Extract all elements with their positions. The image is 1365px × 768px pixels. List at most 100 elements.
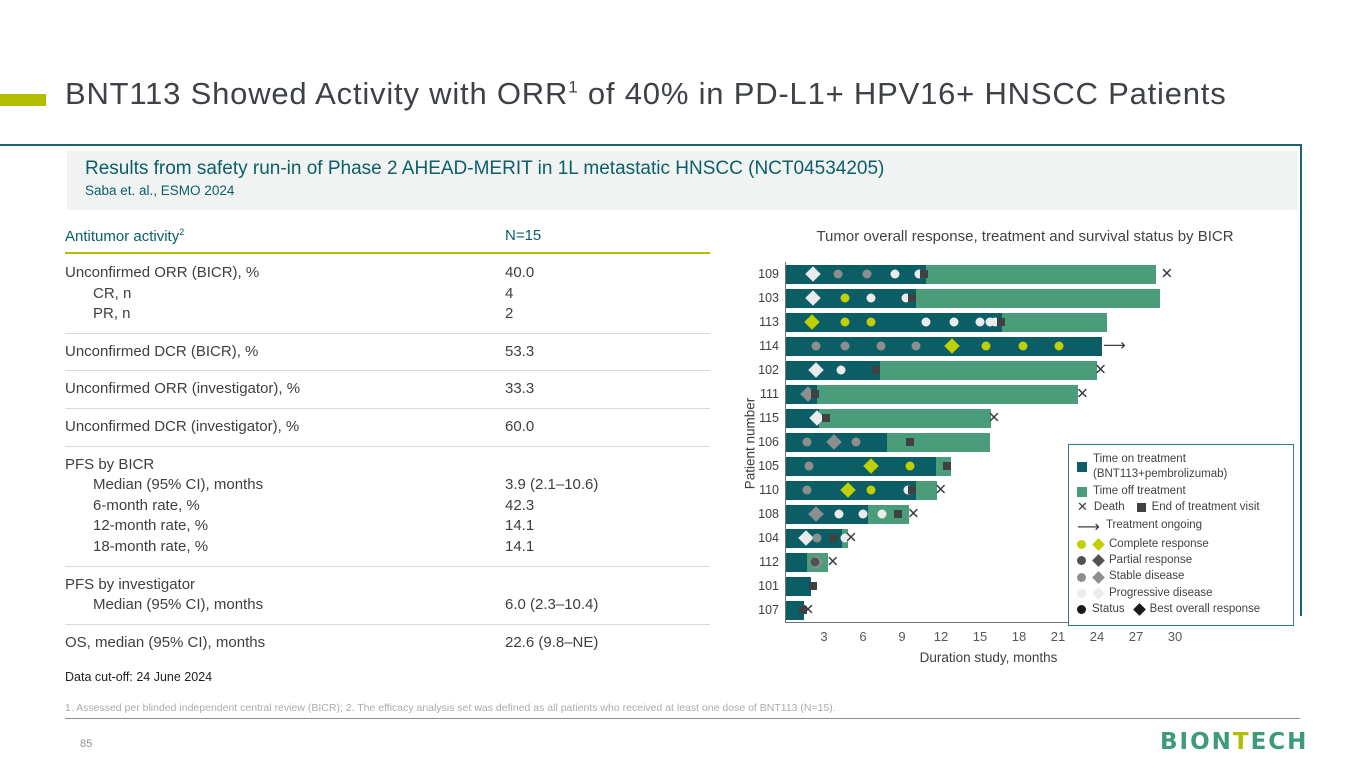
partial-response-circle-icon [1077,556,1086,566]
row-value: 40.0 [505,264,535,281]
status-marker [833,269,843,279]
eot-visit-marker [822,414,831,422]
eot-visit-marker [828,534,837,542]
time-on-treatment-bar [786,336,1102,356]
legend-label: (BNT113+pembrolizumab) [1093,468,1228,481]
chart-plot-area: 109 ✕ 103 113 114 ⟶ 102 ✕ 111 ✕ 115 ✕ 106 105 110 ✕ 108 ✕… [735,262,1301,622]
logo-text-right: ECH [1250,729,1309,755]
time-off-treatment-bar [926,264,1157,284]
title-superscript: 1 [568,77,579,97]
x-tick-label: 18 [1011,629,1027,644]
patient-number-label: 109 [758,267,779,281]
footnote: 1. Assessed per blinded independent cent… [65,702,836,714]
legend-label: End of treatment visit [1151,501,1260,514]
time-off-treatment-bar [1001,312,1108,332]
patient-number-label: 105 [758,459,779,473]
patient-number-label: 110 [759,483,779,497]
time-off-treatment-bar [887,432,991,452]
patient-row: 115 ✕ [735,406,1301,430]
title-accent-dash [0,94,46,106]
table-row: PFS by BICR [65,445,710,476]
stable-disease-diamond-icon [1092,570,1105,584]
row-value: 14.1 [505,537,535,555]
table-row: Unconfirmed DCR (BICR), % 53.3 [65,332,710,363]
table-row: 6-month rate, % 42.3 [65,496,710,517]
eot-visit-marker [919,270,928,278]
time-on-treatment-bar [786,504,868,524]
swimmer-track: ✕ [785,598,1256,622]
row-label: Median (95% CI), months [93,476,264,494]
status-marker [981,341,991,351]
chart-x-axis-label: Duration study, months [919,650,1058,665]
patient-row: 114 ⟶ [735,334,1301,358]
row-value [505,455,710,476]
patient-number-label: 112 [759,555,779,569]
row-value: 4 [505,284,514,302]
title-text-2: of 40% in PD-L1+ HPV16+ HNSCC Patients [578,76,1227,111]
legend-label: Complete response [1109,537,1209,550]
status-marker [914,269,924,279]
top-divider-line [0,144,1302,146]
status-marker [840,341,849,351]
status-marker [905,461,914,471]
swimmer-track: ✕ [785,478,1256,502]
swimmer-track: ✕ [785,358,1256,382]
table-header: Antitumor activity2 N=15 [65,227,710,245]
swimmer-track [785,310,1256,334]
legend-label: Time on treatment [1093,453,1186,465]
eot-visit-marker [943,462,952,470]
time-off-treatment-bar [916,480,937,500]
right-divider-line [1300,144,1302,616]
table-row: 18-month rate, % 14.1 [65,537,710,558]
x-tick-label: 12 [933,629,949,644]
progressive-disease-circle-icon [1077,589,1086,599]
row-label: Unconfirmed DCR (BICR), % [65,342,259,360]
death-marker: ✕ [1076,384,1089,403]
table-row: Unconfirmed ORR (investigator), % 33.3 [65,370,710,400]
legend-row-status-bor: Status Best overall response [1077,602,1285,617]
stable-disease-circle-icon [1077,572,1086,582]
row-value: 22.6 (9.8–NE) [505,633,599,651]
patient-number-label: 101 [758,579,779,593]
time-off-treatment-swatch [1077,486,1087,497]
death-marker: ✕ [844,528,858,547]
status-marker [812,533,822,543]
patient-row: 102 ✕ [735,358,1301,382]
status-marker [866,293,875,303]
patient-number-label: 113 [759,315,779,329]
time-off-treatment-bar [916,288,1161,308]
patient-row: 105 [735,454,1301,478]
status-marker [975,317,985,327]
legend-label: Progressive disease [1109,586,1213,599]
biontech-logo: BIONTECH [1160,729,1308,755]
death-marker: ✕ [934,480,947,499]
death-marker: ✕ [987,408,1001,427]
status-marker [921,317,931,327]
time-on-treatment-bar [786,360,880,380]
complete-response-diamond-icon [1092,537,1105,551]
row-value: 14.1 [505,517,535,535]
row-value: 3.9 (2.1–10.6) [505,476,599,494]
legend-label: Death [1093,501,1125,514]
time-on-treatment-bar [786,264,927,284]
time-off-treatment-bar [817,384,1079,404]
status-marker [836,365,846,375]
row-label: PR, n [93,305,131,323]
chart-x-axis-line [785,622,1192,623]
patient-row: 108 ✕ [735,502,1301,526]
status-marker [990,317,1000,327]
status-marker [802,485,812,495]
table-body: Unconfirmed ORR (BICR), % 40.0 CR, n 4 PR, n… [65,263,710,653]
status-marker [1054,341,1064,351]
time-on-treatment-bar [786,408,819,428]
time-on-treatment-bar [786,552,807,572]
time-on-treatment-swatch [1077,462,1087,473]
status-marker [858,509,868,519]
swimmer-track: ✕ [785,406,1256,430]
table-header-rule [65,252,710,254]
table-row: Median (95% CI), months 3.9 (2.1–10.6) [65,475,710,496]
table-row: CR, n 4 [65,284,710,305]
status-marker [985,317,995,327]
logo-text-left: BION [1160,729,1233,755]
